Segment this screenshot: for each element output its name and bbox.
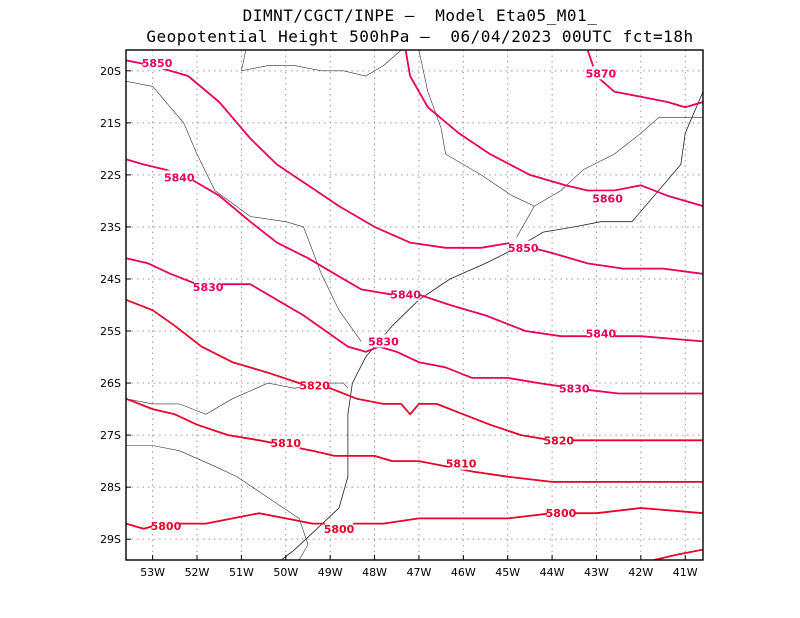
y-tick-label: 22S (100, 169, 121, 182)
y-tick-label: 24S (100, 273, 121, 286)
y-tick-label: 27S (100, 429, 121, 442)
contour-label-bg (369, 334, 398, 348)
contour-label: 5840 (164, 172, 195, 185)
contour-label: 5830 (559, 382, 590, 395)
y-tick-label: 20S (100, 65, 121, 78)
y-tick-label: 21S (100, 117, 121, 130)
contour-5850 (126, 59, 703, 275)
contour-5840 (126, 158, 703, 343)
contour-label-bg (300, 378, 329, 392)
contour-label: 5830 (193, 281, 224, 294)
state-border (534, 117, 703, 207)
contour-5810 (126, 397, 703, 483)
contour-label-bg (194, 279, 223, 293)
state-border (126, 80, 362, 342)
contour-label: 5850 (508, 242, 539, 255)
contour-label-bg (391, 287, 420, 301)
contour-label: 5800 (151, 520, 182, 533)
contour-label: 5870 (586, 67, 617, 80)
x-tick-label: 49W (318, 566, 343, 579)
state-border (418, 50, 535, 238)
contour-5800 (126, 507, 703, 530)
geography-lines (126, 50, 703, 560)
contour-label: 5860 (592, 192, 623, 205)
x-tick-label: 43W (584, 566, 609, 579)
x-tick-label: 53W (140, 566, 165, 579)
x-tick-label: 48W (362, 566, 387, 579)
contour-label-bg (325, 521, 354, 535)
contour-label-bg (586, 326, 615, 340)
contour-label: 5800 (324, 523, 355, 536)
x-tick-label: 44W (540, 566, 565, 579)
state-border (126, 382, 349, 415)
contour-5820 (126, 298, 703, 442)
contour-label-bg (509, 240, 538, 254)
contour-label-bg (593, 191, 622, 205)
y-tick-label: 28S (100, 481, 121, 494)
contour-5860 (404, 50, 703, 207)
x-tick-label: 51W (229, 566, 254, 579)
contour-label: 5800 (546, 507, 577, 520)
contour-label: 5850 (142, 57, 173, 70)
contour-label: 5820 (543, 434, 574, 447)
axis-ticks: 53W 52W 51W 50W 49W 48W 47W 46W 45W 44W 43W 42W 41W 2… (100, 65, 698, 579)
y-tick-label: 29S (100, 533, 121, 546)
contour-label: 5820 (299, 380, 330, 393)
state-border (241, 50, 402, 77)
contour-5790 (653, 548, 703, 560)
contour-label-bg (143, 56, 172, 70)
contour-label-bg (546, 506, 575, 520)
x-tick-label: 47W (407, 566, 432, 579)
contour-label: 5840 (390, 289, 421, 302)
grid-lines (126, 50, 703, 560)
x-tick-label: 52W (185, 566, 210, 579)
x-tick-label: 50W (273, 566, 298, 579)
contour-label-bg (271, 435, 300, 449)
y-tick-label: 26S (100, 377, 121, 390)
contour-label-bg (586, 66, 615, 80)
contour-labels: 5870 5850 5850 5860 5840 5840 5840 5830 5830 5830… (142, 56, 623, 536)
x-tick-label: 46W (451, 566, 476, 579)
contour-label: 5810 (270, 437, 301, 450)
contour-label: 5810 (446, 458, 477, 471)
map-title-line1: DIMNT/CGCT/INPE – Model Eta05_M01_ (242, 6, 598, 25)
y-tick-label: 23S (100, 221, 121, 234)
x-tick-label: 45W (495, 566, 520, 579)
contour-label-bg (151, 519, 180, 533)
contour-label-bg (165, 170, 194, 184)
y-tick-label: 25S (100, 325, 121, 338)
contour-label-bg (560, 381, 589, 395)
contour-label-bg (447, 456, 476, 470)
contour-label-bg (544, 433, 573, 447)
map-title-line2: Geopotential Height 500hPa – 06/04/2023 … (146, 27, 694, 46)
x-tick-label: 42W (628, 566, 653, 579)
state-border (126, 445, 309, 560)
plot-frame (125, 49, 704, 561)
contour-lines (126, 50, 703, 560)
contour-label: 5840 (586, 328, 617, 341)
coastline (281, 91, 703, 560)
x-tick-label: 41W (673, 566, 698, 579)
contour-label: 5830 (368, 335, 399, 348)
